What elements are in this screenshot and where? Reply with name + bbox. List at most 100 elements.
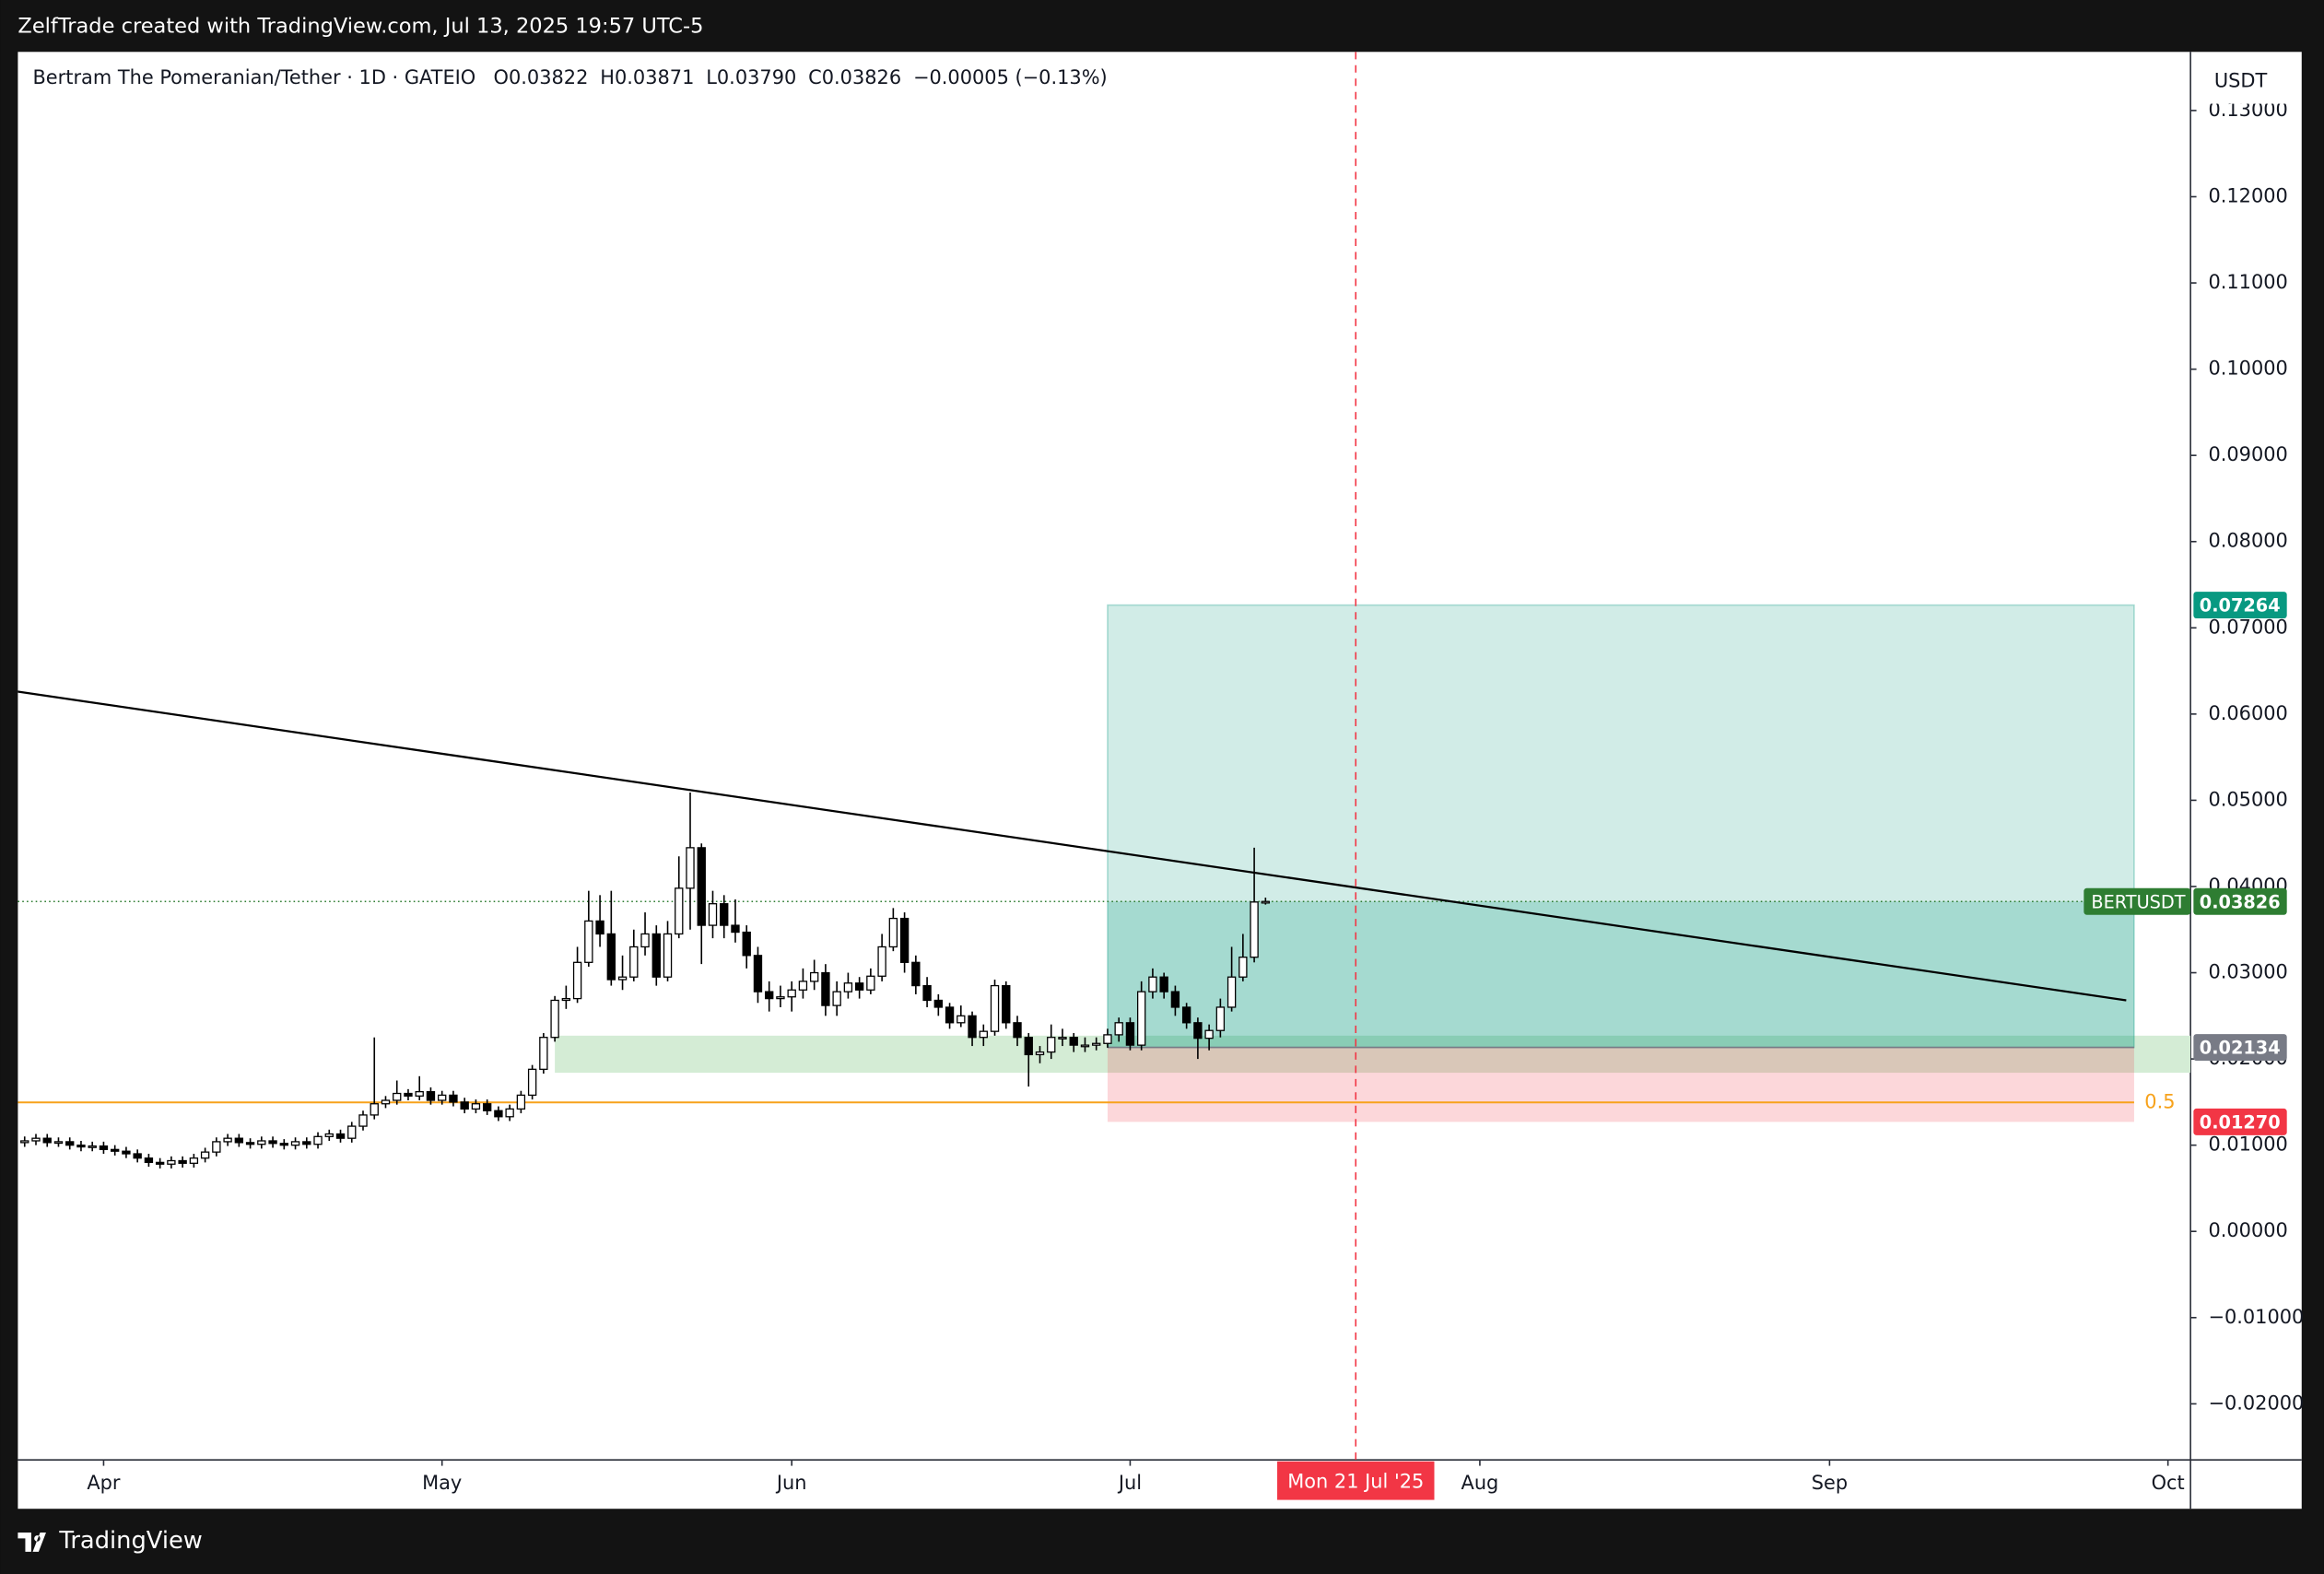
candle-body bbox=[787, 989, 796, 998]
candle-body bbox=[832, 991, 841, 1006]
candle-body bbox=[1215, 1006, 1226, 1031]
symbol-tag-label: BERTUSDT bbox=[2091, 891, 2185, 912]
candle-body bbox=[854, 982, 864, 991]
candle-body bbox=[776, 996, 785, 1000]
candle-body bbox=[765, 991, 774, 1000]
crosshair-date: Mon 21 Jul '25 bbox=[1287, 1470, 1424, 1492]
candle-body bbox=[223, 1137, 232, 1143]
candle-body bbox=[1114, 1022, 1123, 1036]
symbol-tag bbox=[2083, 887, 2191, 915]
candle-body bbox=[99, 1145, 109, 1150]
candle-body bbox=[753, 955, 763, 993]
candle-body bbox=[1103, 1034, 1112, 1044]
axes: Bertram The Pomeranian/Tether · 1D · GAT… bbox=[32, 53, 2304, 1500]
candle-body bbox=[1002, 984, 1011, 1024]
brand: TradingView bbox=[58, 1527, 202, 1555]
candle-body bbox=[404, 1092, 413, 1097]
candle-body bbox=[899, 917, 910, 963]
candle-body bbox=[1024, 1037, 1033, 1056]
candle-body bbox=[167, 1159, 176, 1165]
candle-body bbox=[1013, 1022, 1022, 1039]
price-tag-label: 0.02134 bbox=[2200, 1038, 2281, 1059]
candle-body bbox=[370, 1103, 379, 1116]
y-tick-label: 0.10000 bbox=[2208, 358, 2287, 380]
y-tick-label: −0.02000 bbox=[2208, 1392, 2304, 1414]
candle-body bbox=[697, 847, 706, 926]
y-tick-label: 0.00000 bbox=[2208, 1219, 2287, 1241]
candle-body bbox=[911, 961, 921, 987]
price-tag bbox=[2193, 1034, 2287, 1062]
candle-body bbox=[708, 903, 718, 926]
candle-body bbox=[1227, 976, 1237, 1008]
candle-body bbox=[742, 931, 751, 957]
candle-body bbox=[393, 1092, 402, 1101]
x-tick-label: May bbox=[422, 1472, 462, 1494]
currency: USDT bbox=[2214, 69, 2268, 91]
candle-body bbox=[957, 1015, 966, 1024]
currency-box bbox=[2193, 53, 2301, 104]
candle-body bbox=[1181, 1006, 1191, 1024]
candle-body bbox=[1047, 1037, 1056, 1053]
candle-body bbox=[888, 917, 898, 948]
candle-body bbox=[1170, 991, 1180, 1008]
candle-body bbox=[144, 1157, 154, 1164]
target-area bbox=[1107, 604, 2135, 1049]
ohlc-value: L0.03790 bbox=[706, 66, 796, 88]
crosshair-date-box bbox=[1277, 1461, 1435, 1500]
trendline bbox=[18, 690, 2127, 1002]
candle-body bbox=[1136, 991, 1146, 1046]
candle-body bbox=[505, 1108, 514, 1118]
candle-body bbox=[798, 981, 808, 991]
candle-body bbox=[1125, 1022, 1135, 1046]
candle-body bbox=[178, 1159, 187, 1164]
candle-body bbox=[76, 1145, 86, 1148]
x-tick-label: Aug bbox=[1461, 1472, 1499, 1494]
y-tick-label: 0.03000 bbox=[2208, 961, 2287, 983]
candle-body bbox=[234, 1137, 244, 1144]
y-tick-label: 0.11000 bbox=[2208, 271, 2287, 293]
x-tick-label: Sep bbox=[1812, 1472, 1848, 1494]
candle-body bbox=[922, 984, 932, 1002]
candle-body bbox=[629, 946, 639, 978]
y-tick-label: 0.12000 bbox=[2208, 184, 2287, 206]
candle-body bbox=[990, 984, 1000, 1032]
y-tick-label: 0.08000 bbox=[2208, 530, 2287, 552]
x-tick-label: Oct bbox=[2152, 1472, 2185, 1494]
brand-logo bbox=[18, 1532, 46, 1552]
ohlc-value: C0.03826 bbox=[808, 66, 901, 88]
candle-body bbox=[720, 903, 729, 926]
chart-panel bbox=[18, 52, 2302, 1509]
candle-body bbox=[572, 961, 582, 1000]
candle-body bbox=[460, 1101, 469, 1110]
candle-body bbox=[449, 1094, 458, 1103]
candle-body bbox=[731, 924, 740, 934]
chart-title: Bertram The Pomeranian/Tether · 1D · GAT… bbox=[32, 66, 475, 88]
candle-body bbox=[1193, 1022, 1203, 1040]
candle-body bbox=[268, 1140, 277, 1145]
support-zone bbox=[555, 1035, 2191, 1074]
ohlc-value: H0.03871 bbox=[600, 66, 694, 88]
candle-body bbox=[122, 1150, 131, 1155]
candle-body bbox=[53, 1141, 64, 1145]
price-tag-label: 0.07264 bbox=[2200, 595, 2281, 617]
y-tick-label: 0.01000 bbox=[2208, 1134, 2287, 1156]
x-tick-label: Jun bbox=[775, 1472, 807, 1494]
candle-body bbox=[1035, 1051, 1045, 1056]
candle-body bbox=[821, 971, 830, 1006]
candle-body bbox=[189, 1157, 199, 1164]
price-tag-label: 0.01270 bbox=[2200, 1112, 2281, 1134]
candle-body bbox=[1159, 976, 1168, 993]
price-tag bbox=[2193, 887, 2287, 915]
y-tick-label: 0.09000 bbox=[2208, 443, 2287, 465]
candle-body bbox=[1261, 900, 1271, 904]
x-tick-label: Apr bbox=[87, 1472, 121, 1494]
attribution: ZelfTrade created with TradingView.com, … bbox=[18, 14, 703, 38]
y-tick-label: 0.07000 bbox=[2208, 616, 2287, 638]
candle-body bbox=[438, 1094, 447, 1101]
y-tick-label: −0.01000 bbox=[2208, 1306, 2304, 1328]
candle-body bbox=[110, 1148, 120, 1152]
candle-body bbox=[381, 1099, 391, 1105]
candle-body bbox=[663, 933, 673, 978]
y-tick-label: 0.05000 bbox=[2208, 788, 2287, 810]
